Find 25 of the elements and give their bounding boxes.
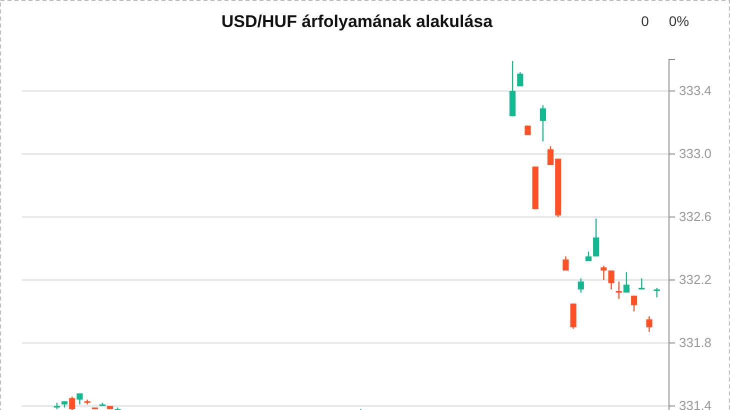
candlestick: [646, 316, 652, 333]
y-tick-label: 331.8: [679, 335, 712, 350]
candlestick: [638, 278, 645, 290]
chart-title: USD/HUF árfolyamának alakulása: [221, 12, 494, 31]
candlestick: [517, 72, 524, 87]
y-tick-label: 333.0: [679, 146, 712, 162]
candlestick: [69, 396, 76, 410]
candlestick: [631, 295, 638, 312]
candlestick: [84, 399, 90, 405]
candlestick: [570, 303, 576, 330]
candlestick: [578, 278, 584, 294]
candlestick: [562, 256, 569, 272]
candlestick: [654, 287, 660, 298]
y-tick-label: 331.4: [679, 398, 712, 410]
candlestick: [540, 104, 546, 142]
candlestick: [600, 265, 607, 281]
y-tick-label: 332.6: [679, 209, 712, 224]
text: 0%: [668, 13, 690, 29]
candlestick: [608, 270, 614, 290]
candlestick: [593, 218, 600, 257]
candlestick: [623, 272, 630, 294]
text: 0: [641, 13, 650, 29]
y-tick-label: 332.2: [679, 272, 712, 288]
candlestick: [616, 280, 622, 300]
y-tick-label: 333.4: [679, 83, 712, 98]
